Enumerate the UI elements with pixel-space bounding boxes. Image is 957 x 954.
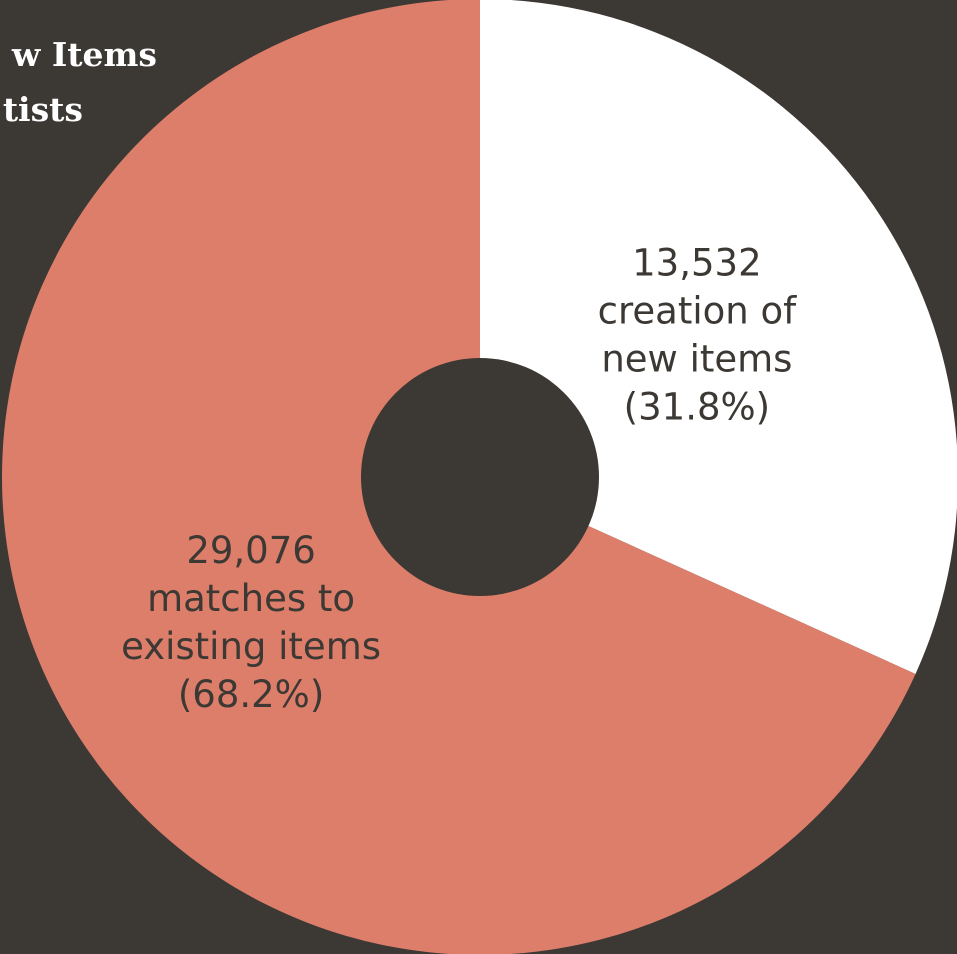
slice-1-label-line-3: new items [601, 338, 792, 381]
slice-2-label-line-4: (68.2%) [178, 673, 324, 716]
donut-hole [361, 358, 599, 596]
slice-2-label-line-1: 29,076 [186, 529, 315, 572]
slice-1-label-line-2: creation of [598, 290, 797, 333]
chart-title-line-2: tists [2, 90, 83, 129]
chart-title-line-1: w Items [11, 35, 157, 74]
slice-label-1: 13,532 creation of new items (31.8%) [598, 242, 797, 429]
slice-1-label-line-4: (31.8%) [624, 386, 770, 429]
slice-2-label-line-2: matches to [147, 577, 355, 620]
slice-1-label-line-1: 13,532 [632, 242, 761, 285]
pie-slice-1 [480, 0, 957, 674]
slice-label-2: 29,076 matches to existing items (68.2%) [121, 529, 381, 716]
slice-2-label-line-3: existing items [121, 625, 381, 668]
